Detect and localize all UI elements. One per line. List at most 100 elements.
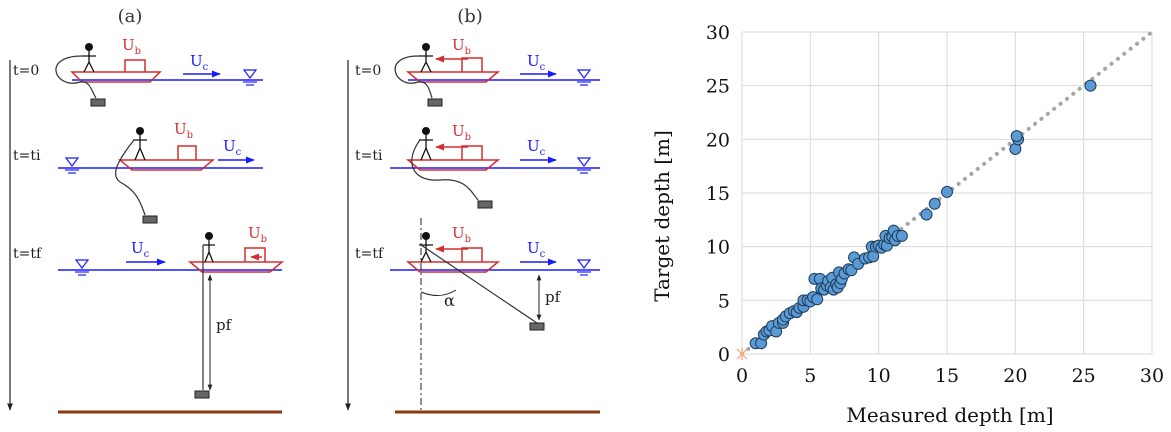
- scene-b-ti: Ub Uc: [390, 122, 600, 209]
- boat-hull: [405, 159, 501, 171]
- person-body: [419, 51, 433, 73]
- chart-grid: [741, 31, 1153, 355]
- boat-hull: [117, 159, 216, 171]
- panel-a: (a) t=0 t=ti t=tf Ub Uc: [7, 6, 285, 414]
- water-level-icon: [576, 69, 592, 86]
- x-tick-label: 10: [867, 365, 891, 387]
- person-body: [82, 51, 96, 73]
- probe: [142, 215, 158, 224]
- water-level-icon: [242, 69, 258, 86]
- x-tick-label: 20: [1003, 365, 1027, 387]
- angle-label: α: [444, 291, 455, 310]
- time-label-ti-b: t=ti: [355, 148, 383, 164]
- panel-b-label: (b): [457, 6, 483, 27]
- probe: [529, 322, 545, 331]
- current-label: Uc: [131, 239, 150, 260]
- panel-a-label: (a): [118, 6, 143, 27]
- data-point: [920, 208, 933, 221]
- boat-velocity-label: Ub: [174, 120, 193, 141]
- x-axis-label: Measured depth [m]: [846, 403, 1053, 427]
- boat-velocity-label: Ub: [122, 36, 141, 57]
- person-head: [85, 43, 93, 51]
- boat-cabin: [244, 247, 266, 262]
- boat-cabin: [177, 145, 197, 160]
- current-label: Uc: [527, 239, 546, 260]
- person-body: [419, 240, 433, 263]
- water-level-icon: [74, 259, 90, 276]
- cable: [411, 139, 479, 201]
- boat-cabin: [124, 59, 146, 72]
- y-tick-label: 15: [706, 183, 730, 205]
- boat-cabin: [461, 145, 483, 160]
- person-head: [422, 232, 430, 240]
- boat-cabin: [461, 247, 483, 262]
- x-tick-label: 30: [1140, 365, 1164, 387]
- person-head: [422, 43, 430, 51]
- current-label: Uc: [223, 137, 242, 158]
- boat-cabin: [461, 57, 483, 72]
- panel-b: (b) t=0 t=ti t=tf Ub Uc: [345, 6, 600, 414]
- person-body: [203, 240, 215, 263]
- x-tick-label: 15: [935, 365, 959, 387]
- person-body: [133, 135, 147, 161]
- time-label-ti-a: t=ti: [13, 148, 41, 164]
- y-tick-label: 25: [706, 76, 730, 98]
- current-label: Uc: [527, 52, 546, 73]
- current-label: Uc: [190, 52, 209, 73]
- origin-marker: [736, 348, 748, 360]
- inclined-cable: [420, 244, 538, 324]
- person-head: [205, 232, 213, 240]
- y-tick-label: 0: [718, 344, 730, 366]
- final-depth-label: pf: [216, 316, 233, 334]
- person-head: [422, 127, 430, 135]
- final-depth-label: pf: [545, 288, 562, 306]
- angle-arc: [420, 289, 457, 296]
- boat-hull: [405, 261, 501, 273]
- time-label-tf-b: t=tf: [355, 246, 385, 262]
- data-point: [895, 229, 908, 242]
- probe: [477, 200, 493, 209]
- scene-b-tf: α pf Ub Uc: [390, 218, 600, 412]
- time-label-tf-a: t=tf: [13, 246, 43, 262]
- boat-hull: [187, 261, 285, 273]
- data-point: [811, 293, 824, 306]
- data-point: [1084, 79, 1097, 92]
- boat-hull: [70, 71, 162, 83]
- scene-a-tf: pf Ub Uc: [58, 224, 285, 399]
- y-tick-label: 10: [706, 237, 730, 259]
- water-level-icon: [64, 157, 80, 174]
- data-point: [928, 197, 941, 210]
- probe: [427, 98, 443, 107]
- x-tick-label: 0: [736, 365, 748, 387]
- boat-velocity-label: Ub: [452, 224, 471, 245]
- x-tick-label: 5: [804, 365, 816, 387]
- probe: [194, 390, 210, 399]
- x-tick-labels: 0 5 10 15 20 25 30: [736, 365, 1164, 387]
- boat-velocity-label: Ub: [452, 36, 471, 57]
- y-tick-label: 30: [706, 22, 730, 44]
- boat-velocity-label: Ub: [452, 122, 471, 143]
- data-point: [1010, 130, 1023, 143]
- scene-a-ti: Ub Uc: [58, 120, 263, 224]
- data-points: [749, 79, 1097, 350]
- water-level-icon: [576, 259, 592, 276]
- data-point: [941, 185, 953, 198]
- cable: [115, 139, 146, 216]
- y-axis-label: Target depth [m]: [650, 130, 674, 302]
- scene-a-t0: Ub Uc: [55, 36, 263, 107]
- cable: [55, 55, 97, 99]
- cable: [394, 55, 433, 99]
- boat-hull: [405, 71, 501, 83]
- boat-velocity-label: Ub: [248, 224, 267, 245]
- scene-b-t0: Ub Uc: [394, 36, 600, 107]
- y-tick-label: 5: [718, 290, 730, 312]
- person-body: [419, 135, 433, 161]
- water-level-icon: [576, 157, 592, 174]
- y-tick-label: 20: [706, 129, 730, 151]
- current-label: Uc: [527, 137, 546, 158]
- person-head: [136, 127, 144, 135]
- time-label-0-b: t=0: [355, 63, 381, 79]
- x-tick-label: 25: [1072, 365, 1096, 387]
- scatter-chart: 0 5 10 15 20 25 30 0 5 10 15 20 25 30 Measured depth…: [650, 22, 1164, 427]
